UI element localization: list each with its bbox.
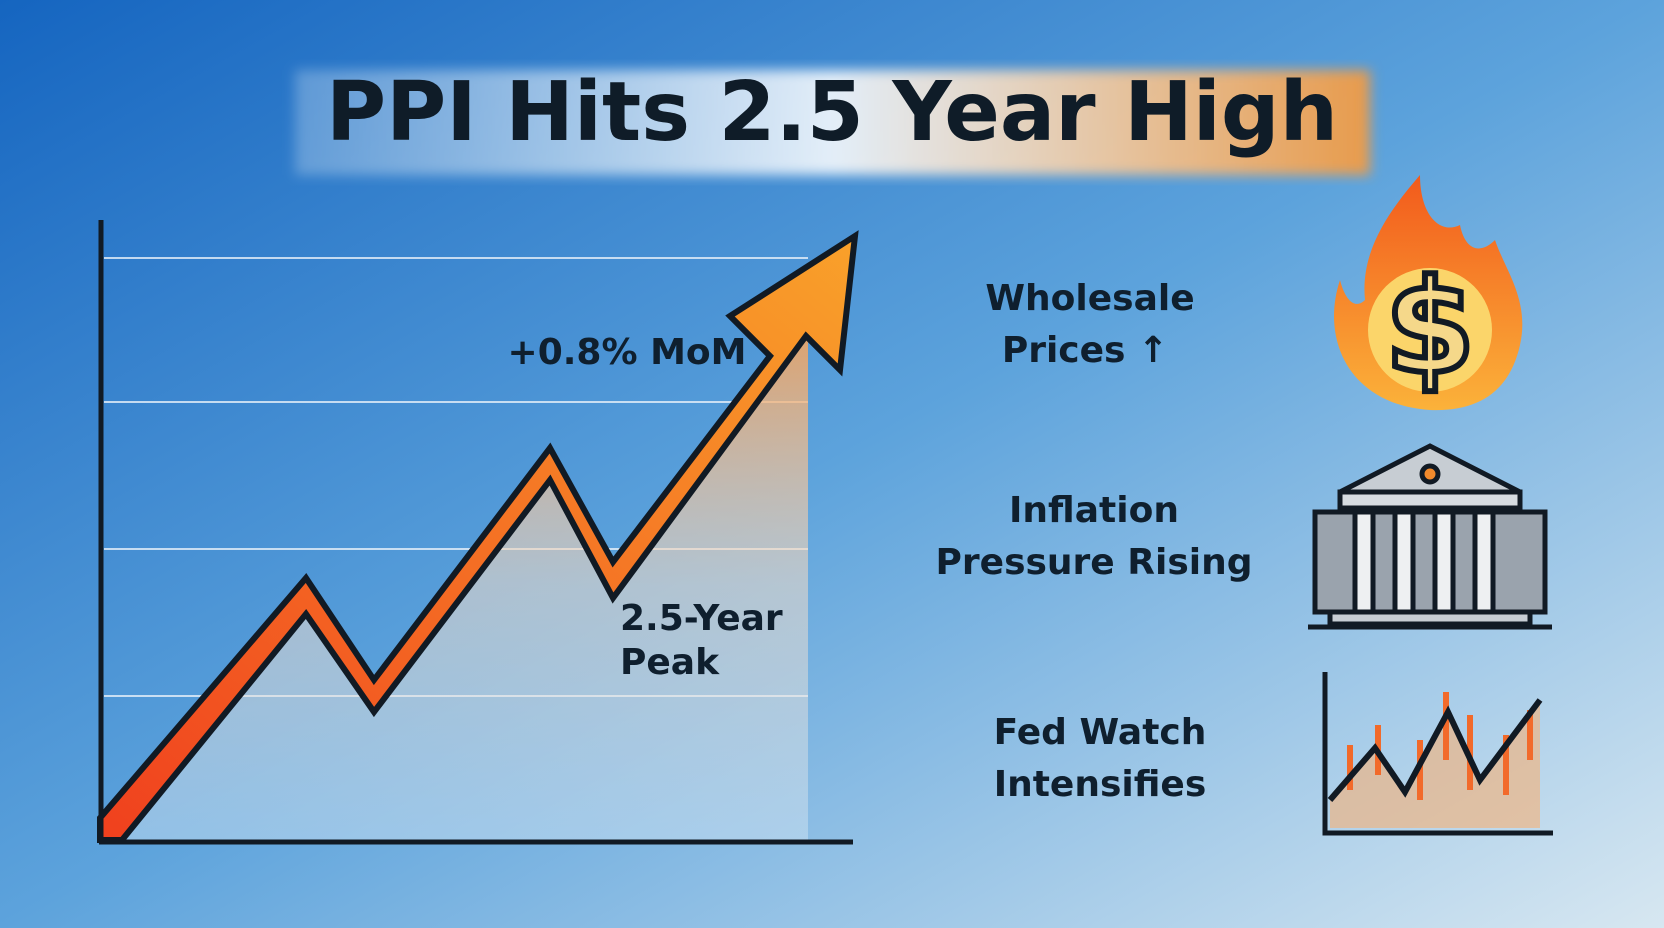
chart: +0.8% MoM 2.5-Year Peak [97, 220, 859, 845]
bank-icon [1308, 443, 1552, 630]
item-line: Pressure Rising [936, 542, 1253, 583]
trend-arrow [97, 230, 859, 843]
column [1392, 509, 1416, 615]
column [1432, 509, 1456, 615]
item-line: Inflation [1009, 490, 1179, 531]
peak-annotation: 2.5-Year [620, 598, 783, 639]
roof-ornament [1419, 463, 1441, 485]
title-highlight [295, 70, 1370, 175]
flame-dollar-icon: $ [1334, 175, 1523, 411]
mini-chart-icon [1322, 672, 1553, 836]
dollar-sign: $ [1385, 251, 1475, 403]
column [1352, 509, 1376, 615]
title: PPI Hits 2.5 Year High [326, 65, 1338, 160]
item-line: Prices ↑ [1002, 330, 1168, 371]
peak-annotation: Peak [620, 642, 720, 683]
item-line: Intensifies [994, 764, 1207, 805]
mini-area [1330, 700, 1540, 828]
mini-line [1327, 698, 1543, 802]
mini-axes [1322, 672, 1553, 836]
change-annotation: +0.8% MoM [508, 332, 747, 373]
item-line: Wholesale [985, 278, 1194, 319]
step [1327, 609, 1533, 627]
entablature [1337, 489, 1523, 511]
item-line: Fed Watch [994, 712, 1207, 753]
building [1312, 509, 1548, 615]
coin [1368, 268, 1492, 392]
item-text: Wholesale Prices ↑ Inflation Pressure Ri… [936, 278, 1253, 805]
column [1472, 509, 1496, 615]
area [105, 330, 808, 840]
